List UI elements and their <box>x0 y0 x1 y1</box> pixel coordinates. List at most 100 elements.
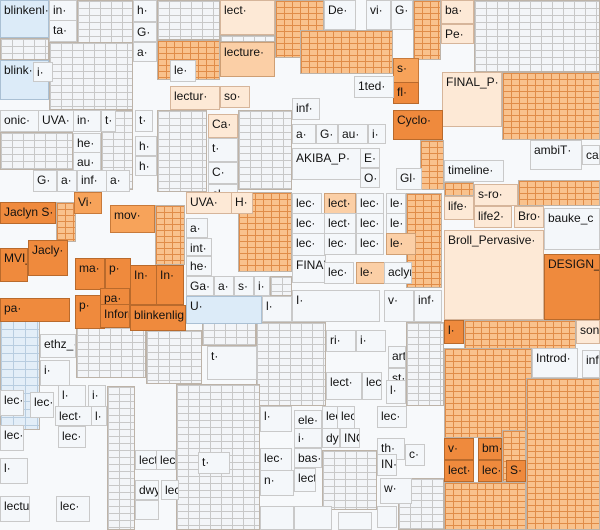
treemap-cell[interactable]: lectu· <box>0 496 30 522</box>
treemap-cell[interactable]: au· <box>338 124 368 144</box>
treemap-cell[interactable]: lec· <box>0 390 24 416</box>
treemap-cell[interactable]: bm· <box>478 438 502 460</box>
treemap-cell[interactable]: DESIGN_· <box>544 254 600 320</box>
treemap-cell[interactable]: fl· <box>393 82 419 104</box>
treemap-cell[interactable]: lec· <box>0 425 24 451</box>
treemap-cell[interactable]: t· <box>208 138 238 162</box>
treemap-cell[interactable]: pa· <box>0 298 70 322</box>
treemap-cell[interactable]: Pe· <box>441 24 474 44</box>
treemap-cell[interactable]: le· <box>170 60 196 82</box>
treemap-cell[interactable]: lec· <box>478 460 502 482</box>
treemap-cell[interactable]: ca <box>582 145 600 165</box>
treemap-cell[interactable]: lect· <box>324 193 356 215</box>
treemap-cell[interactable]: l· <box>262 296 292 322</box>
treemap-cell[interactable]: lect· <box>55 406 95 426</box>
treemap-cell[interactable]: life· <box>444 196 474 220</box>
treemap-cell[interactable]: Broll_Pervasive· <box>444 230 544 320</box>
treemap-cell[interactable] <box>294 506 332 530</box>
treemap-cell[interactable]: lec· <box>337 406 355 430</box>
treemap-cell[interactable]: lec· <box>30 392 54 418</box>
treemap-cell[interactable]: In· <box>130 265 158 305</box>
treemap-cell[interactable] <box>377 506 397 528</box>
treemap-cell[interactable]: Cyclo· <box>393 110 443 140</box>
treemap-cell[interactable]: i· <box>368 124 386 144</box>
treemap-cell[interactable]: n· <box>260 470 294 496</box>
treemap-cell[interactable]: C· <box>208 162 238 184</box>
treemap-cell[interactable]: soni· <box>576 320 600 344</box>
treemap-cell[interactable]: h· <box>135 156 157 176</box>
treemap-cell[interactable]: l· <box>91 406 107 426</box>
treemap-cell[interactable]: le· <box>386 193 406 215</box>
treemap-cell[interactable]: Jacly· <box>28 240 68 276</box>
treemap-cell[interactable]: lec· <box>356 233 384 255</box>
treemap-cell[interactable]: t· <box>198 452 230 474</box>
treemap-cell[interactable]: au· <box>73 152 101 172</box>
treemap-cell[interactable]: lec· <box>56 496 90 522</box>
treemap-cell[interactable]: l· <box>444 320 464 344</box>
treemap-cell[interactable]: dwy· <box>135 480 159 500</box>
treemap-cell[interactable]: t· <box>135 110 153 132</box>
treemap-cell[interactable]: lec· <box>58 426 86 448</box>
treemap-cell[interactable]: Vi· <box>74 192 102 214</box>
treemap-cell[interactable]: inf· <box>414 290 442 322</box>
treemap-cell[interactable]: l· <box>260 406 292 432</box>
treemap-cell[interactable]: FINAL_P· <box>442 72 502 127</box>
treemap-cell[interactable]: AKIBA_P· <box>292 148 362 180</box>
treemap-cell[interactable]: INC· <box>340 428 360 448</box>
treemap-cell[interactable]: a· <box>186 218 208 238</box>
treemap-cell[interactable]: s-ro· <box>474 184 518 206</box>
treemap-cell[interactable]: lectu· <box>294 468 316 492</box>
treemap-cell[interactable]: t· <box>207 346 257 380</box>
treemap-cell[interactable]: lectur· <box>170 86 220 110</box>
treemap-cell[interactable]: bas· <box>294 448 322 468</box>
treemap-cell[interactable]: U· <box>186 296 262 324</box>
treemap-cell[interactable]: Bro· <box>514 206 544 228</box>
treemap-cell[interactable]: mov· <box>110 205 155 233</box>
treemap-cell[interactable]: i· <box>40 360 70 386</box>
treemap-cell[interactable]: p· <box>105 258 131 290</box>
treemap-cell[interactable]: lect· <box>135 450 159 470</box>
treemap-cell[interactable]: i· <box>33 62 53 82</box>
treemap-cell[interactable]: lec· <box>356 193 384 215</box>
treemap-cell[interactable]: blinkenl· <box>0 0 49 38</box>
treemap-cell[interactable]: lect· <box>326 372 362 400</box>
treemap-cell[interactable]: FINAL_Pho· <box>292 255 326 283</box>
treemap-cell[interactable]: ethz_· <box>40 334 76 358</box>
treemap-cell[interactable]: lec· <box>362 372 382 400</box>
treemap-cell[interactable]: s· <box>393 58 419 86</box>
treemap-cell[interactable]: Ga· <box>186 276 214 296</box>
treemap-cell[interactable]: lec· <box>322 406 338 430</box>
treemap-cell[interactable]: timeline· <box>444 160 504 182</box>
treemap-cell[interactable]: ambiT· <box>530 140 582 170</box>
treemap-cell[interactable]: Jaclyn S· <box>0 202 56 224</box>
treemap-cell[interactable]: UVA· <box>38 110 74 132</box>
treemap-cell[interactable]: lecture· <box>220 42 275 77</box>
treemap-cell[interactable]: t· <box>101 110 116 132</box>
treemap-cell[interactable]: l· <box>0 458 28 484</box>
treemap-cell[interactable]: life2· <box>474 206 512 228</box>
treemap-cell[interactable]: De· <box>324 0 356 30</box>
treemap-cell[interactable]: ta· <box>49 20 77 42</box>
treemap-cell[interactable]: ba· <box>441 0 474 24</box>
treemap-cell[interactable]: lec· <box>324 233 356 255</box>
treemap-cell[interactable]: v· <box>384 290 414 322</box>
treemap-cell[interactable]: i· <box>254 276 270 296</box>
treemap-cell[interactable]: v· <box>444 438 474 460</box>
treemap-cell[interactable]: lec· <box>324 262 354 284</box>
treemap-cell[interactable]: G· <box>391 0 413 30</box>
treemap-cell[interactable]: s· <box>234 276 254 296</box>
treemap-cell[interactable]: le· <box>386 213 406 235</box>
treemap-cell[interactable]: so· <box>220 86 250 108</box>
treemap-cell[interactable]: a· <box>292 124 316 144</box>
treemap-cell[interactable]: le· <box>386 233 416 255</box>
treemap-cell[interactable]: w· <box>380 478 412 504</box>
treemap-cell[interactable]: Ca· <box>208 114 238 138</box>
treemap-cell[interactable]: vi· <box>366 0 391 30</box>
treemap-cell[interactable]: blinkenlig· <box>130 305 186 331</box>
treemap-cell[interactable]: G· <box>133 22 157 42</box>
treemap-cell[interactable]: lec· <box>260 448 292 474</box>
treemap-cell[interactable]: lec· <box>156 450 176 470</box>
treemap-cell[interactable]: In· <box>156 265 184 305</box>
treemap-cell[interactable]: O· <box>360 168 380 188</box>
treemap-cell[interactable]: info· <box>582 350 600 378</box>
